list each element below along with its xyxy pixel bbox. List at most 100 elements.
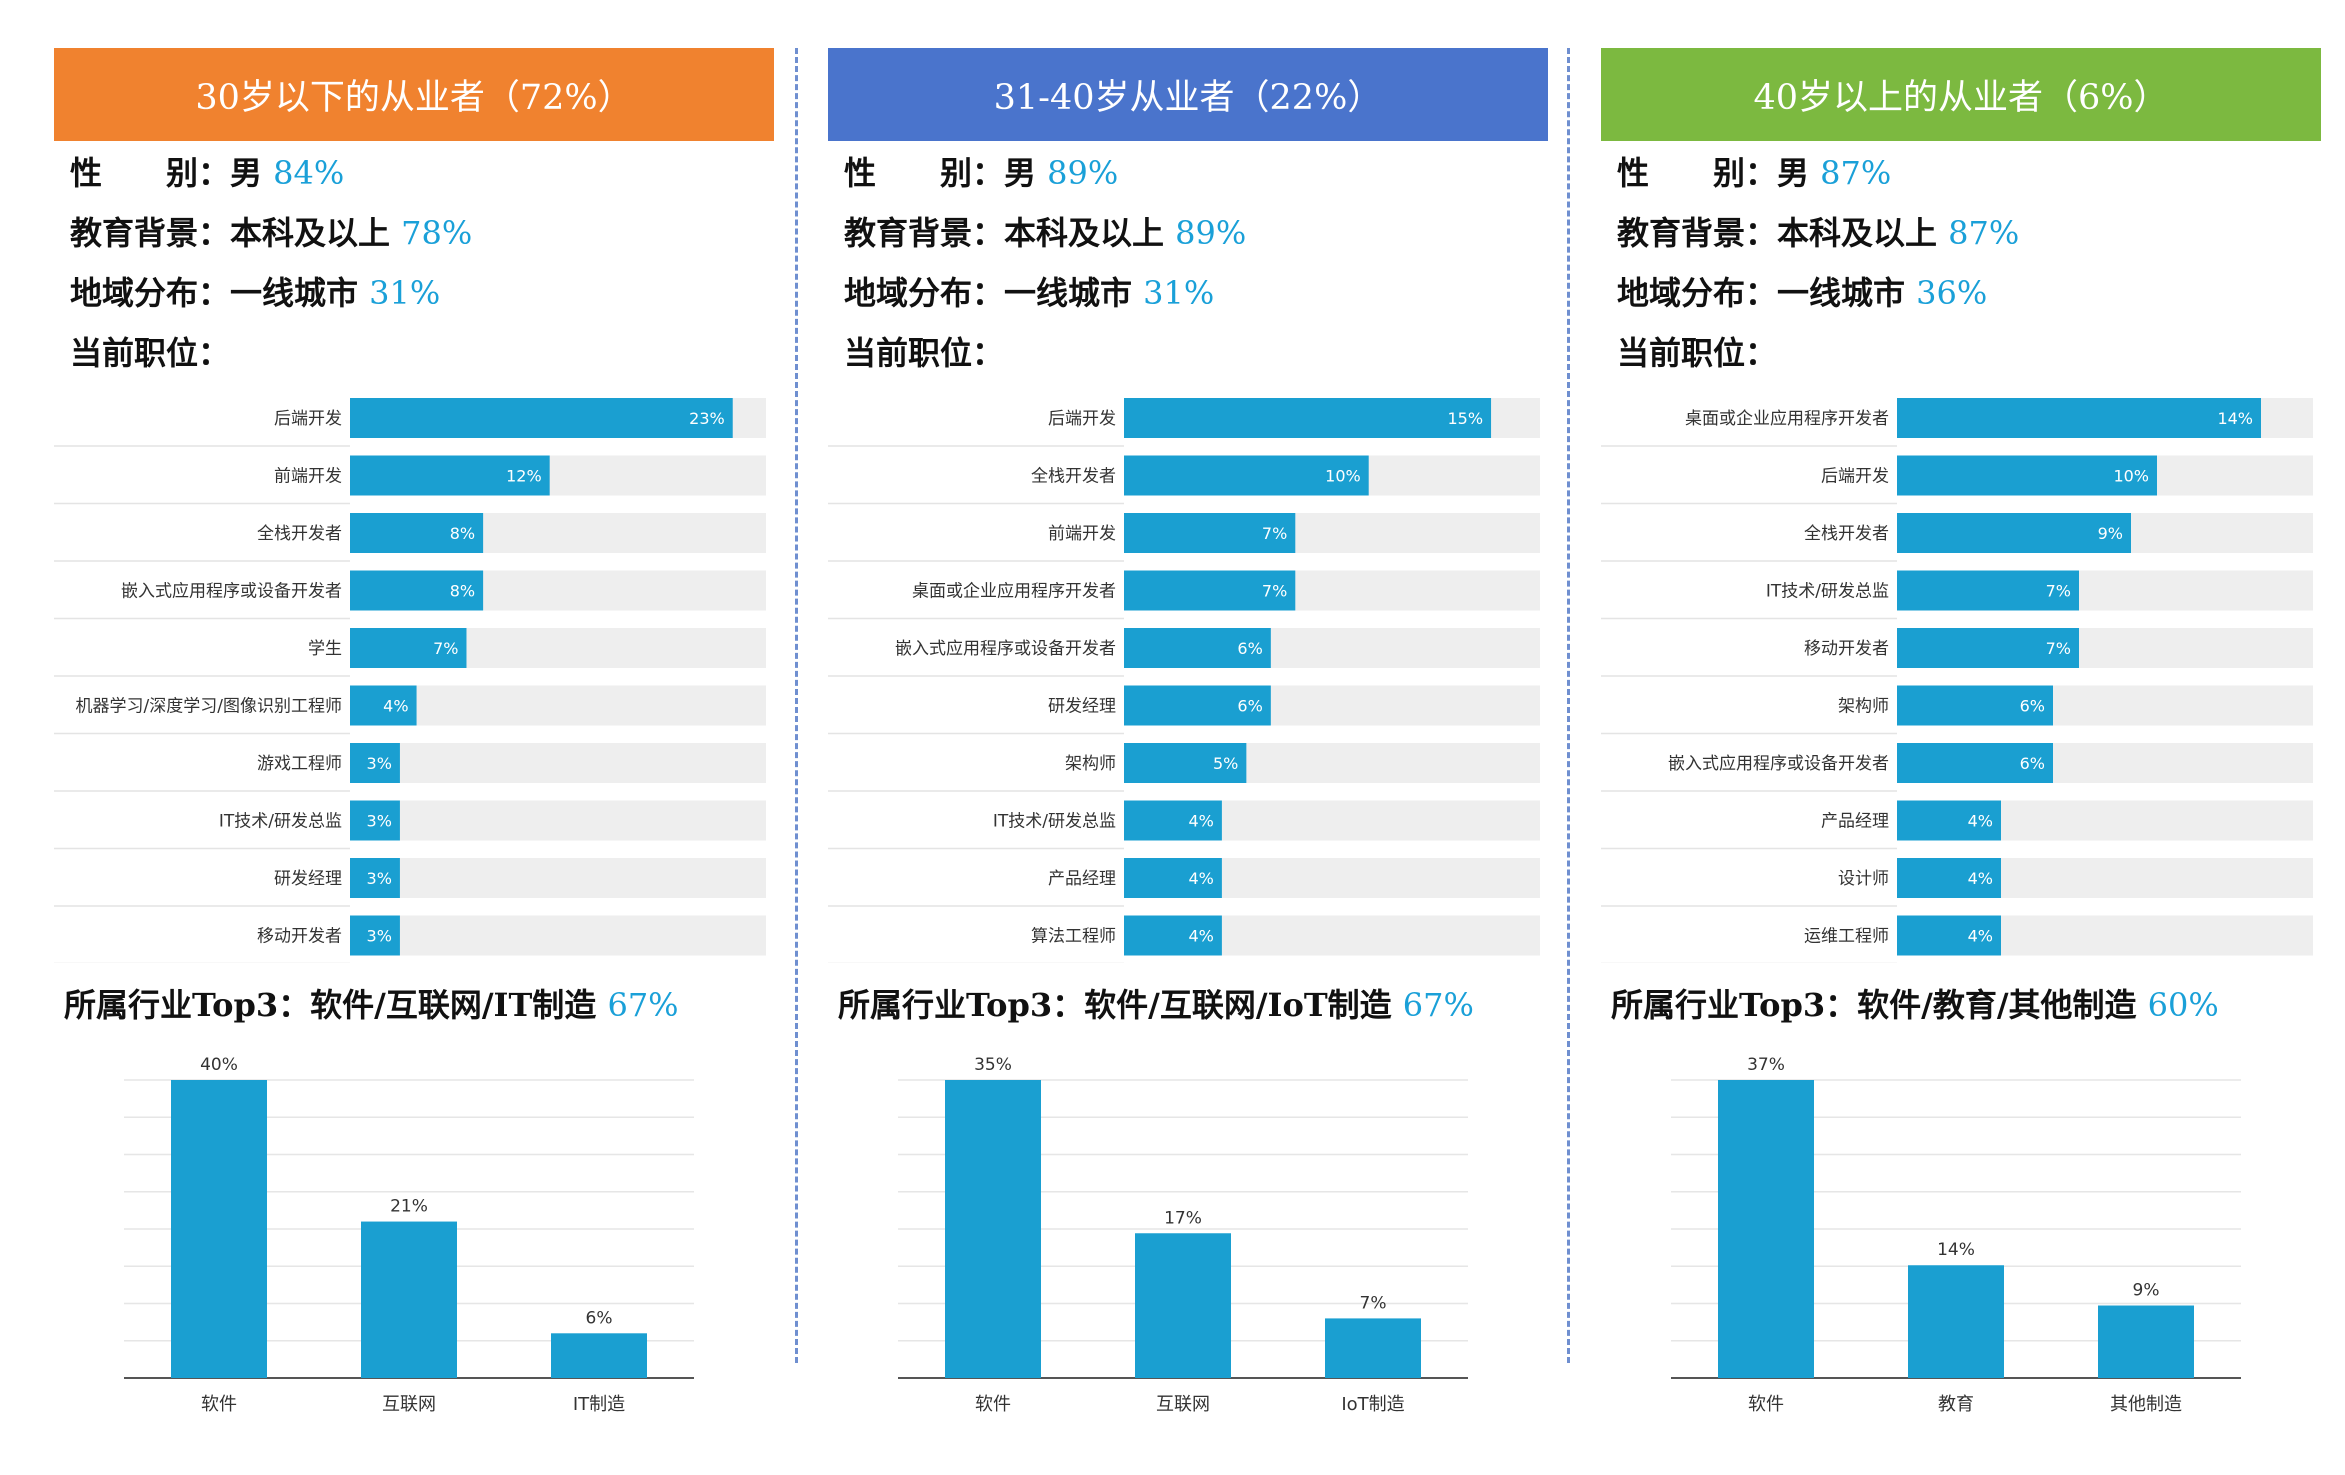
industry-line: 所属行业Top3：软件/互联网/IoT制造 67%: [838, 980, 1474, 1026]
category-label: IT技术/研发总监: [1766, 582, 1889, 602]
industry-label: 所属行业Top3：: [838, 986, 1085, 1024]
category-label: 架构师: [1838, 697, 1889, 717]
data-label: 3%: [367, 812, 392, 831]
data-label: 8%: [450, 524, 475, 543]
industry-bar-chart: 35% 软件 17% 互联网 7% IoT制造: [898, 1055, 1468, 1415]
category-label: 后端开发: [274, 409, 342, 429]
position-bar: [350, 398, 733, 438]
position-bar: [1124, 455, 1369, 496]
position-bar: [1124, 858, 1222, 898]
education-line: 教育背景：本科及以上 78%: [70, 208, 472, 254]
position-bar: [350, 800, 400, 841]
position-bar: [1124, 743, 1247, 783]
tick-label: 软件: [201, 1394, 237, 1415]
position-bar: [1897, 570, 2079, 611]
bar-track: [350, 858, 766, 898]
data-label: 3%: [367, 869, 392, 888]
panel-header: 40岁以上的从业者（6%）: [1601, 48, 2321, 141]
category-label: 移动开发者: [257, 927, 342, 947]
category-label: 设计师: [1838, 869, 1889, 889]
data-label: 35%: [974, 1055, 1012, 1075]
industry-bar: [361, 1221, 457, 1378]
data-label: 7%: [2046, 639, 2071, 658]
data-label: 4%: [1188, 869, 1213, 888]
position-bar: [1897, 398, 2261, 438]
category-label: 后端开发: [1821, 467, 1889, 487]
industry-bar: [1908, 1265, 2004, 1378]
region-line: 地域分布：一线城市 31%: [70, 268, 440, 314]
tick-label: IoT制造: [1341, 1394, 1404, 1415]
data-label: 23%: [689, 409, 725, 428]
category-label: 全栈开发者: [1804, 524, 1889, 544]
education-value: 本科及以上: [230, 214, 391, 252]
education-pct: 89%: [1175, 214, 1247, 252]
data-label: 14%: [2217, 409, 2253, 428]
position-bar: [1897, 915, 2001, 956]
industry-bar: [171, 1080, 267, 1378]
position-bar: [1897, 513, 2131, 553]
region-line: 地域分布：一线城市 31%: [844, 268, 1214, 314]
data-label: 10%: [1325, 467, 1361, 486]
data-label: 14%: [1937, 1240, 1975, 1260]
industry-label: 所属行业Top3：: [64, 986, 311, 1024]
position-bar: [1897, 800, 2001, 841]
education-pct: 87%: [1948, 214, 2020, 252]
category-label: 移动开发者: [1804, 639, 1889, 659]
category-label: 嵌入式应用程序或设备开发者: [895, 639, 1116, 659]
industry-pct: 67%: [607, 986, 679, 1024]
position-bar: [1897, 685, 2053, 726]
gender-value: 男: [1004, 154, 1037, 192]
data-label: 4%: [383, 697, 408, 716]
tick-label: 其他制造: [2110, 1394, 2182, 1415]
gender-value: 男: [1777, 154, 1810, 192]
data-label: 10%: [2113, 467, 2149, 486]
position-title: 当前职位：: [844, 334, 1005, 372]
industry-value: 软件/互联网/IoT制造: [1084, 986, 1392, 1024]
category-label: 游戏工程师: [257, 754, 342, 774]
tick-label: 互联网: [382, 1394, 436, 1415]
panel-header: 30岁以下的从业者（72%）: [54, 48, 774, 141]
position-bar: [1124, 628, 1271, 668]
position-bar: [350, 513, 484, 553]
category-label: 后端开发: [1048, 409, 1116, 429]
category-label: 前端开发: [274, 467, 342, 487]
education-value: 本科及以上: [1004, 214, 1165, 252]
region-pct: 31%: [369, 274, 441, 312]
data-label: 5%: [1213, 754, 1238, 773]
industry-bar: [551, 1333, 647, 1378]
position-bar: [350, 455, 550, 496]
industry-line: 所属行业Top3：软件/教育/其他制造 60%: [1611, 980, 2219, 1026]
industry-value: 软件/互联网/IT制造: [310, 986, 597, 1024]
data-label: 9%: [2133, 1281, 2160, 1301]
region-label: 地域分布：: [1617, 274, 1778, 312]
tick-label: IT制造: [573, 1394, 625, 1415]
data-label: 4%: [1968, 812, 1993, 831]
data-label: 3%: [367, 927, 392, 946]
category-label: IT技术/研发总监: [219, 812, 342, 832]
position-bar: [350, 570, 484, 611]
data-label: 6%: [1237, 697, 1262, 716]
position-bar: [1897, 858, 2001, 898]
data-label: 6%: [2020, 697, 2045, 716]
position-bar-chart: 后端开发 15% 全栈开发者 10% 前端开发 7% 桌面或企业应用程序开发者 7% 嵌入式应用…: [828, 398, 1540, 963]
region-label: 地域分布：: [70, 274, 231, 312]
position-bar: [1124, 915, 1222, 956]
category-label: 嵌入式应用程序或设备开发者: [1668, 754, 1889, 774]
education-label: 教育背景：: [70, 214, 231, 252]
data-label: 9%: [2098, 524, 2123, 543]
bar-track: [350, 915, 766, 956]
category-label: 机器学习/深度学习/图像识别工程师: [76, 697, 342, 717]
gender-label: 性 别：: [844, 154, 1005, 192]
gender-line: 性 别：男 89%: [844, 148, 1118, 194]
region-value: 一线城市: [1777, 274, 1906, 312]
position-bar: [1124, 685, 1271, 726]
industry-bar-chart: 37% 软件 14% 教育 9% 其他制造: [1671, 1055, 2241, 1415]
position-bar-chart: 后端开发 23% 前端开发 12% 全栈开发者 8% 嵌入式应用程序或设备开发者 8% 学生 7%…: [54, 398, 766, 963]
position-bar: [1124, 513, 1296, 553]
data-label: 7%: [433, 639, 458, 658]
industry-bar: [945, 1080, 1041, 1378]
gender-value: 男: [230, 154, 263, 192]
category-label: IT技术/研发总监: [993, 812, 1116, 832]
category-label: 产品经理: [1821, 812, 1889, 832]
position-bar: [1124, 398, 1492, 438]
